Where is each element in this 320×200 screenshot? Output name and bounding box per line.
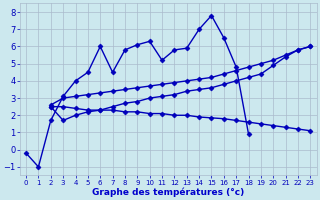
X-axis label: Graphe des températures (°c): Graphe des températures (°c): [92, 187, 244, 197]
